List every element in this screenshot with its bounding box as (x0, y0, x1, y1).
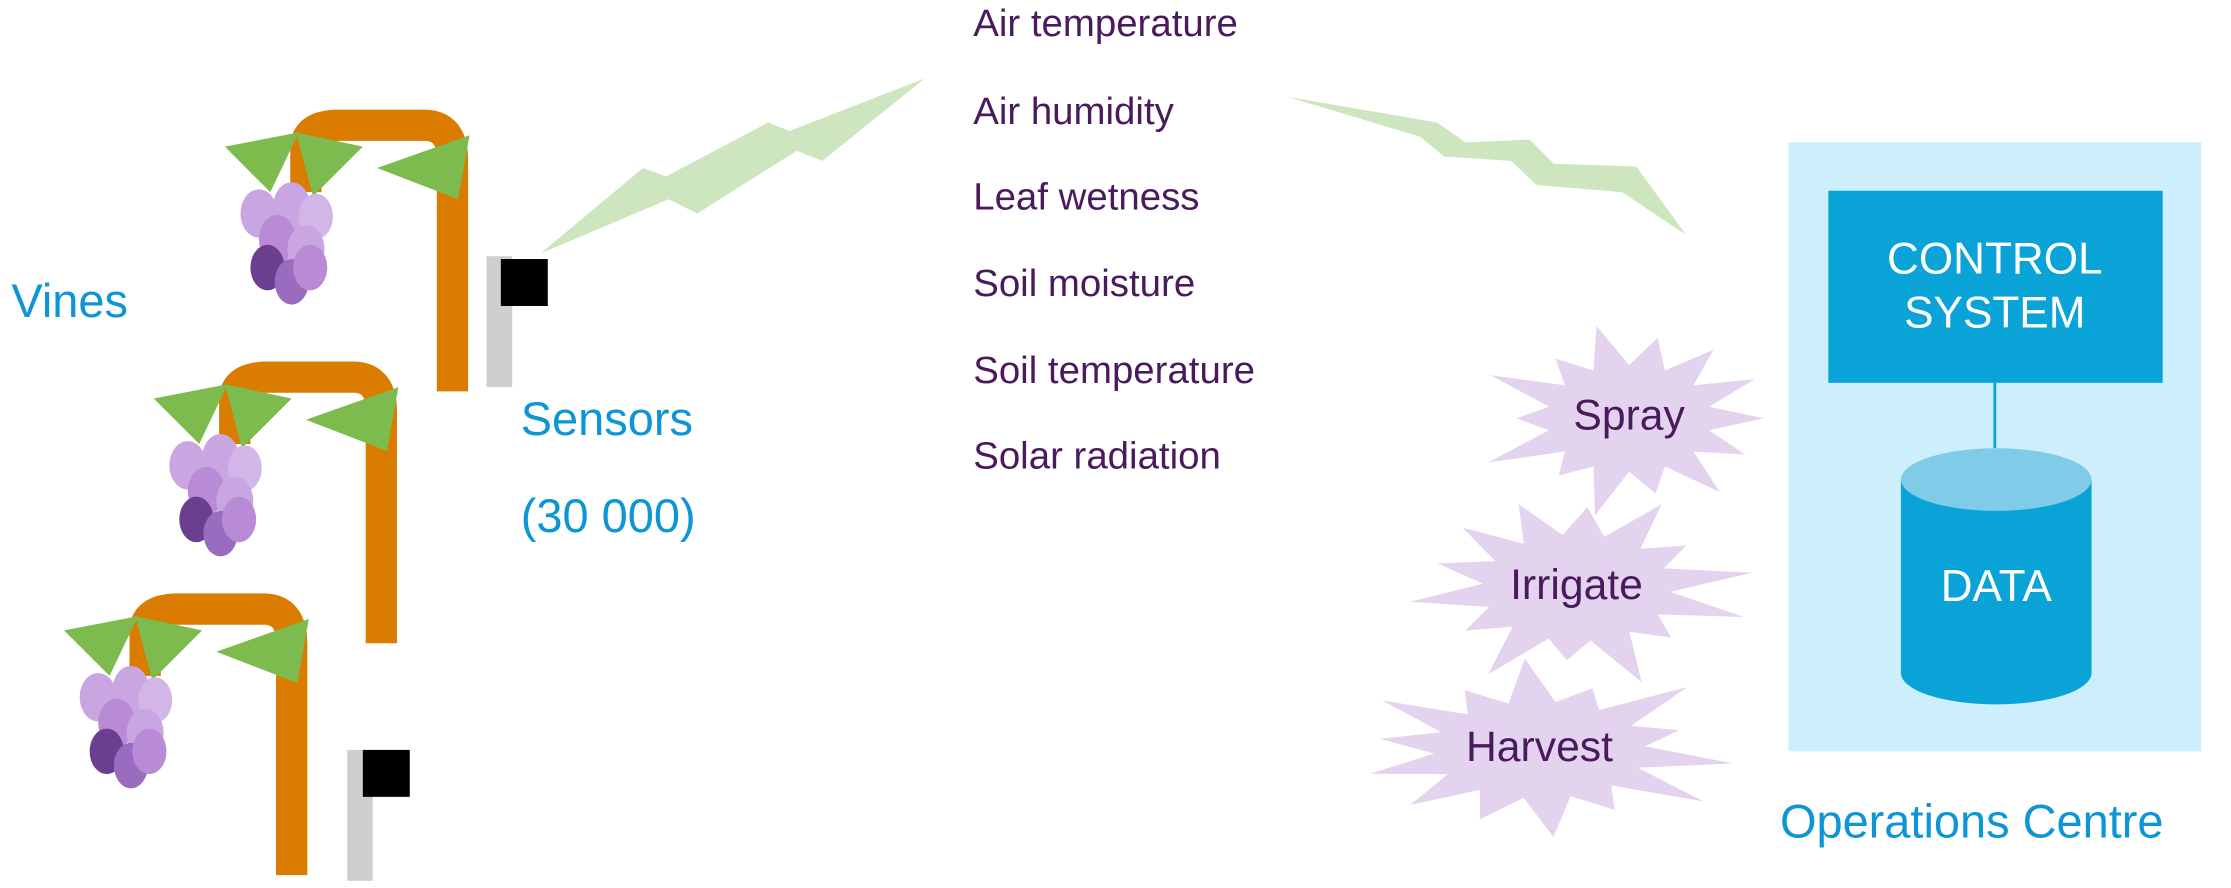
action-label: Spray (1573, 392, 1685, 440)
measurement-list: Air temperature Air humidity Leaf wetness S… (973, 2, 1255, 478)
diagram: Vines Sensors (30 000) Air temperatureAi… (0, 0, 2231, 888)
sensor-count: (30 000) (521, 489, 696, 542)
wireless-bolt (1288, 97, 1686, 235)
control-system-box (1828, 191, 2162, 383)
control-system-label: SYSTEM (1904, 289, 2085, 338)
action-list: Spray Irrigate Harvest (1370, 326, 1764, 837)
data-label: DATA (1941, 562, 2053, 611)
sensors-label: Sensors (521, 392, 693, 445)
control-system-label: CONTROL (1887, 235, 2103, 284)
measurement-item: Air humidity (973, 90, 1174, 133)
measurement-item: Soil temperature (973, 349, 1255, 392)
action-label: Harvest (1466, 723, 1613, 771)
vine-illustration (64, 609, 309, 875)
page: Vines Sensors (30 000) Air temperatureAi… (0, 0, 2231, 888)
vine-illustration (225, 125, 470, 391)
measurement-item: Leaf wetness (973, 175, 1199, 218)
sensor-icon (487, 256, 548, 387)
action-label: Irrigate (1510, 561, 1643, 609)
vines-label: Vines (11, 274, 128, 327)
operations-centre-label: Operations Centre (1780, 795, 2164, 848)
wireless-bolt (541, 78, 925, 253)
measurement-item: Air temperature (973, 2, 1238, 45)
measurement-item: Soil moisture (973, 262, 1195, 305)
measurement-item: Solar radiation (973, 434, 1221, 477)
sensor-icon (347, 750, 410, 881)
